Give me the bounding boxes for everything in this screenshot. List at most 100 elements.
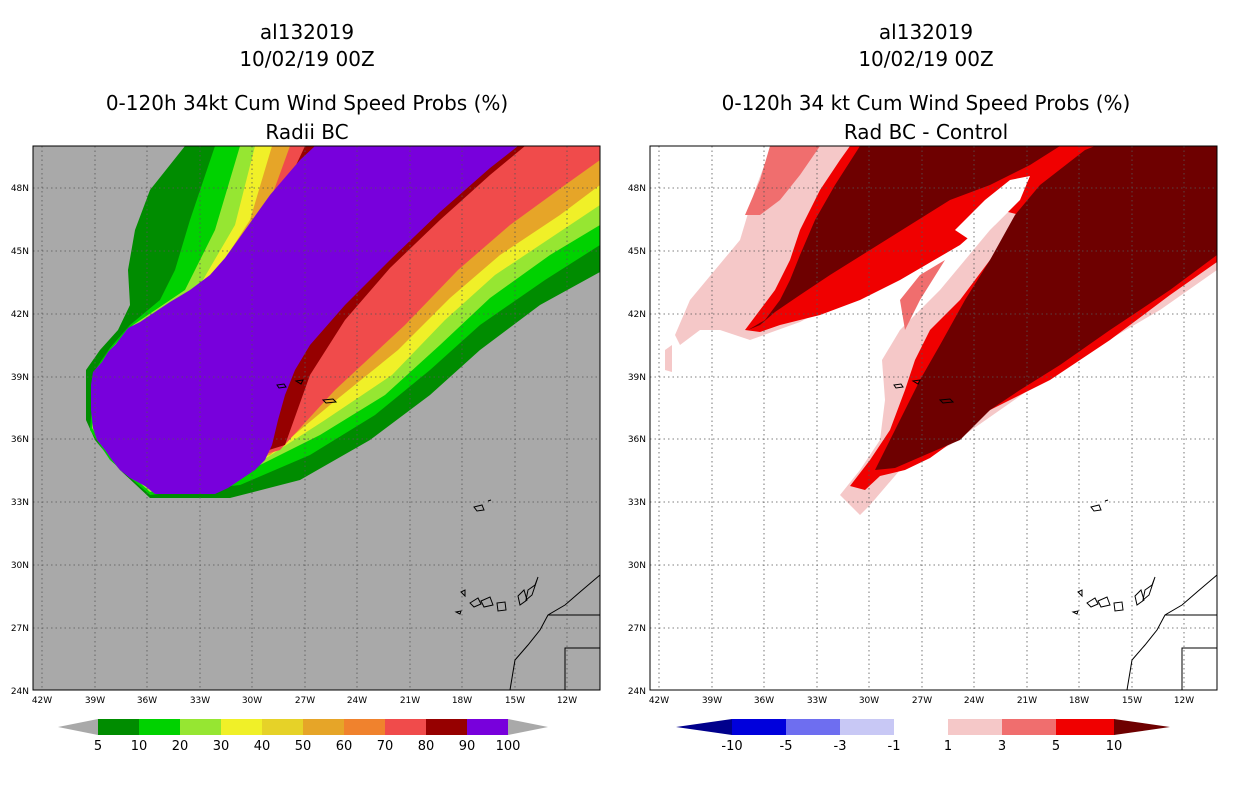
right-colorbar-swatch bbox=[786, 719, 840, 735]
right-panel: al132019 10/02/19 00Z 0-120h 34 kt Cum W… bbox=[628, 20, 1218, 754]
right-lat-labels: 48N 45N 42N 39N 36N 33N 30N 27N 24N bbox=[628, 184, 646, 697]
right-lon-tick: 33W bbox=[807, 696, 827, 706]
right-colorbar-label: 10 bbox=[1106, 739, 1123, 754]
left-lat-tick: 30N bbox=[11, 561, 29, 571]
left-coastlines bbox=[276, 379, 600, 690]
right-band-3-5b bbox=[900, 260, 945, 330]
right-band-1-3b bbox=[665, 345, 672, 372]
left-band-100 bbox=[91, 146, 518, 494]
left-colorbar-swatch bbox=[467, 719, 508, 735]
right-map-frame bbox=[649, 145, 1218, 691]
left-lon-tick: 27W bbox=[295, 696, 315, 706]
right-colorbar-swatch bbox=[840, 719, 894, 735]
right-colorbar-swatches bbox=[732, 719, 1114, 735]
right-grid bbox=[650, 146, 1217, 690]
right-band-gt10-west bbox=[748, 146, 1060, 330]
left-lon-tick: 36W bbox=[137, 696, 157, 706]
right-lon-tick: 39W bbox=[702, 696, 722, 706]
right-subtitle: Rad BC - Control bbox=[844, 120, 1008, 144]
left-lon-tick: 39W bbox=[85, 696, 105, 706]
left-lon-tick: 15W bbox=[505, 696, 525, 706]
left-lon-tick: 24W bbox=[347, 696, 367, 706]
right-colorbar: -10 -5 -3 -1 1 3 5 10 bbox=[676, 719, 1170, 754]
left-colorbar-label: 80 bbox=[418, 739, 435, 754]
right-colorbar-swatch bbox=[894, 719, 948, 735]
right-colorbar-label: 5 bbox=[1052, 739, 1060, 754]
left-lat-tick: 42N bbox=[11, 310, 29, 320]
right-lon-tick: 27W bbox=[912, 696, 932, 706]
left-lon-tick: 42W bbox=[32, 696, 52, 706]
left-grid bbox=[33, 146, 600, 690]
right-lat-tick: 30N bbox=[628, 561, 646, 571]
right-colorbar-label: -10 bbox=[721, 739, 742, 754]
right-coastlines bbox=[893, 379, 1217, 690]
left-storm-id: al132019 bbox=[260, 20, 354, 44]
left-lat-tick: 39N bbox=[11, 373, 29, 383]
right-map bbox=[650, 146, 1217, 690]
left-subtitle: Radii BC bbox=[265, 120, 348, 144]
left-lat-tick: 33N bbox=[11, 498, 29, 508]
left-colorbar-swatch bbox=[221, 719, 262, 735]
left-lat-tick: 36N bbox=[11, 435, 29, 445]
left-colorbar-label: 10 bbox=[131, 739, 148, 754]
left-lon-tick: 21W bbox=[400, 696, 420, 706]
left-map-frame bbox=[32, 145, 601, 691]
left-lat-tick: 48N bbox=[11, 184, 29, 194]
right-product-title: 0-120h 34 kt Cum Wind Speed Probs (%) bbox=[722, 91, 1131, 115]
right-lon-labels: 42W 39W 36W 33W 30W 27W 24W 21W 18W 15W … bbox=[649, 696, 1194, 706]
left-colorbar-swatch bbox=[139, 719, 180, 735]
right-lon-tick: 12W bbox=[1174, 696, 1194, 706]
left-product-title: 0-120h 34kt Cum Wind Speed Probs (%) bbox=[106, 91, 508, 115]
right-lon-tick: 21W bbox=[1017, 696, 1037, 706]
right-colorbar-label: -5 bbox=[780, 739, 793, 754]
left-colorbar-under-arrow bbox=[58, 719, 98, 735]
left-colorbar-label: 90 bbox=[459, 739, 476, 754]
left-colorbar-label: 5 bbox=[94, 739, 102, 754]
right-lon-tick: 36W bbox=[754, 696, 774, 706]
right-colorbar-swatch bbox=[948, 719, 1002, 735]
left-map bbox=[33, 146, 600, 690]
left-colorbar-swatch bbox=[262, 719, 303, 735]
left-colorbar-label: 40 bbox=[254, 739, 271, 754]
left-lon-tick: 30W bbox=[242, 696, 262, 706]
left-colorbar-labels: 5 10 20 30 40 50 60 70 80 90 100 bbox=[94, 739, 521, 754]
left-date: 10/02/19 00Z bbox=[239, 47, 374, 71]
left-colorbar-label: 50 bbox=[295, 739, 312, 754]
right-colorbar-label: 1 bbox=[944, 739, 952, 754]
right-date: 10/02/19 00Z bbox=[858, 47, 993, 71]
right-lat-tick: 45N bbox=[628, 247, 646, 257]
left-colorbar-label: 20 bbox=[172, 739, 189, 754]
right-colorbar-over-arrow bbox=[1114, 719, 1170, 735]
right-lat-tick: 27N bbox=[628, 624, 646, 634]
left-lat-tick: 27N bbox=[11, 624, 29, 634]
left-colorbar-swatch bbox=[344, 719, 385, 735]
right-lon-tick: 30W bbox=[859, 696, 879, 706]
left-colorbar-label: 30 bbox=[213, 739, 230, 754]
right-lon-tick: 15W bbox=[1122, 696, 1142, 706]
right-lat-tick: 36N bbox=[628, 435, 646, 445]
left-lon-tick: 12W bbox=[557, 696, 577, 706]
left-lon-tick: 18W bbox=[452, 696, 472, 706]
left-colorbar-swatch bbox=[303, 719, 344, 735]
right-colorbar-label: 3 bbox=[998, 739, 1006, 754]
right-lat-tick: 42N bbox=[628, 310, 646, 320]
right-lon-tick: 18W bbox=[1069, 696, 1089, 706]
right-lat-tick: 39N bbox=[628, 373, 646, 383]
left-colorbar-swatch bbox=[180, 719, 221, 735]
left-lat-labels: 48N 45N 42N 39N 36N 33N 30N 27N 24N bbox=[11, 184, 29, 697]
right-colorbar-under-arrow bbox=[676, 719, 732, 735]
left-colorbar-swatches bbox=[98, 719, 508, 735]
right-colorbar-label: -1 bbox=[888, 739, 901, 754]
left-lon-tick: 33W bbox=[190, 696, 210, 706]
right-lon-tick: 42W bbox=[649, 696, 669, 706]
left-lat-tick: 45N bbox=[11, 247, 29, 257]
right-colorbar-swatch bbox=[1002, 719, 1056, 735]
right-lat-tick: 48N bbox=[628, 184, 646, 194]
right-lat-tick: 24N bbox=[628, 687, 646, 697]
left-colorbar-swatch bbox=[385, 719, 426, 735]
left-lat-tick: 24N bbox=[11, 687, 29, 697]
left-colorbar-label: 70 bbox=[377, 739, 394, 754]
left-colorbar-swatch bbox=[426, 719, 467, 735]
right-colorbar-labels: -10 -5 -3 -1 1 3 5 10 bbox=[721, 739, 1122, 754]
